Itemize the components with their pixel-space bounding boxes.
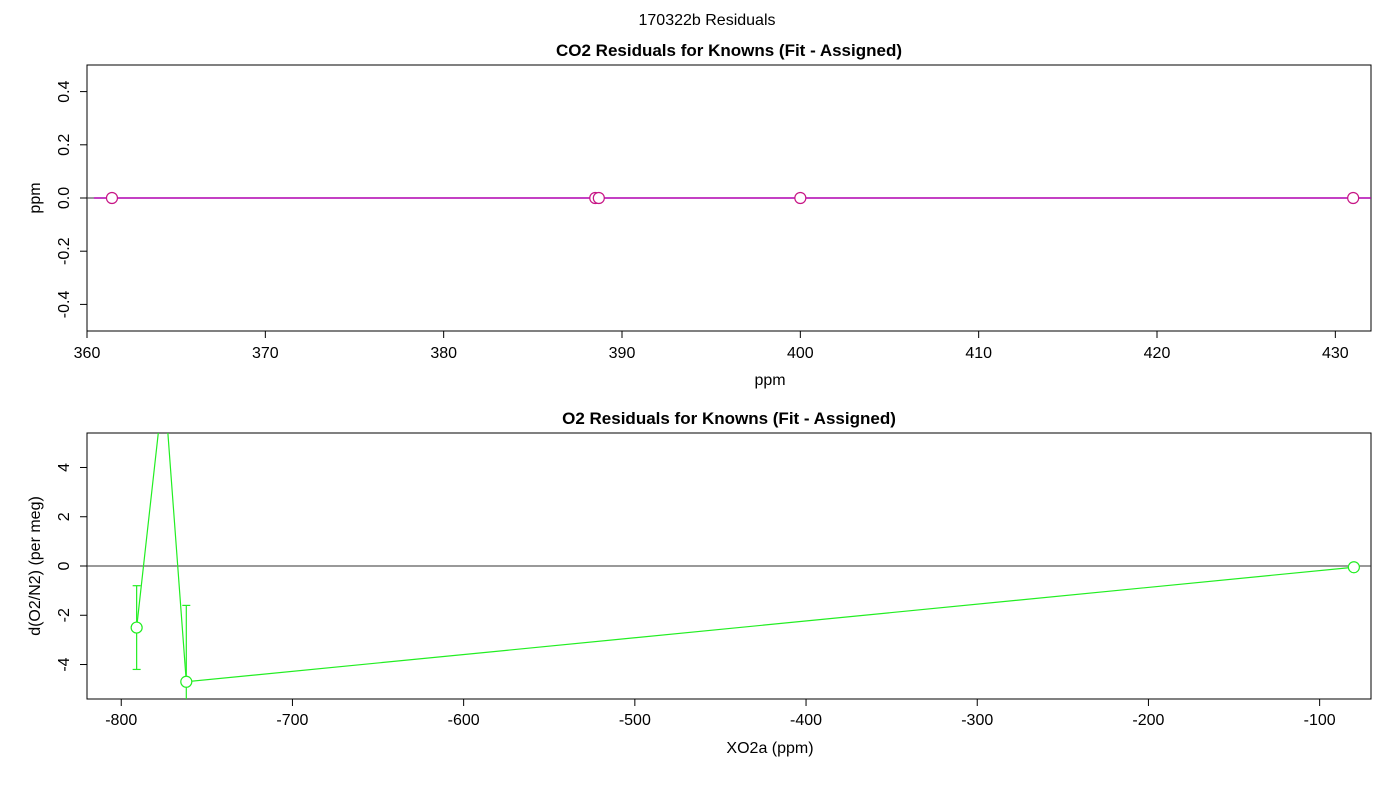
chart-panel-2: O2 Residuals for Knowns (Fit - Assigned)… (27, 409, 1372, 757)
x-tick-label: -700 (276, 712, 308, 729)
data-point (592, 191, 605, 205)
series-group (130, 433, 1360, 699)
series-line (136, 433, 1354, 683)
x-tick-label: 380 (430, 345, 457, 362)
x-axis-label: XO2a (ppm) (726, 740, 813, 757)
figure-title: 170322b Residuals (639, 12, 776, 29)
y-tick-label: -0.4 (56, 291, 73, 319)
x-tick-label: -800 (105, 712, 137, 729)
y-axis-label: d(O2/N2) (per meg) (27, 496, 44, 636)
x-tick-label: -200 (1132, 712, 1164, 729)
x-tick-label: 430 (1322, 345, 1349, 362)
y-tick-label: -4 (56, 657, 73, 671)
y-axis-label: ppm (27, 182, 44, 213)
y-tick-label: -0.2 (56, 237, 73, 265)
y-tick-label: 2 (56, 512, 73, 521)
x-tick-label: -300 (961, 712, 993, 729)
x-axis-label: ppm (754, 372, 785, 389)
data-point (794, 191, 807, 205)
data-point (105, 191, 119, 205)
x-tick-label: -400 (790, 712, 822, 729)
data-point (180, 675, 193, 688)
chart-panel-1: CO2 Residuals for Knowns (Fit - Assigned… (27, 41, 1372, 389)
chart-title: CO2 Residuals for Knowns (Fit - Assigned… (556, 41, 902, 60)
data-point (130, 621, 143, 634)
x-tick-label: 410 (965, 345, 992, 362)
x-tick-label: 420 (1144, 345, 1171, 362)
y-tick-label: 0.4 (56, 80, 73, 102)
x-tick-label: -500 (619, 712, 651, 729)
y-tick-label: 0.0 (56, 187, 73, 209)
x-tick-label: 400 (787, 345, 814, 362)
x-tick-label: -600 (448, 712, 480, 729)
chart-title: O2 Residuals for Knowns (Fit - Assigned) (562, 409, 896, 428)
y-tick-label: 4 (56, 463, 73, 472)
y-tick-label: -2 (56, 608, 73, 622)
x-tick-label: -100 (1304, 712, 1336, 729)
x-tick-label: 390 (609, 345, 636, 362)
series-group (93, 191, 1371, 205)
x-tick-label: 370 (252, 345, 279, 362)
data-point (1347, 191, 1360, 205)
y-tick-label: 0 (56, 561, 73, 570)
y-tick-label: 0.2 (56, 134, 73, 156)
x-tick-label: 360 (74, 345, 101, 362)
data-point (1347, 561, 1360, 574)
